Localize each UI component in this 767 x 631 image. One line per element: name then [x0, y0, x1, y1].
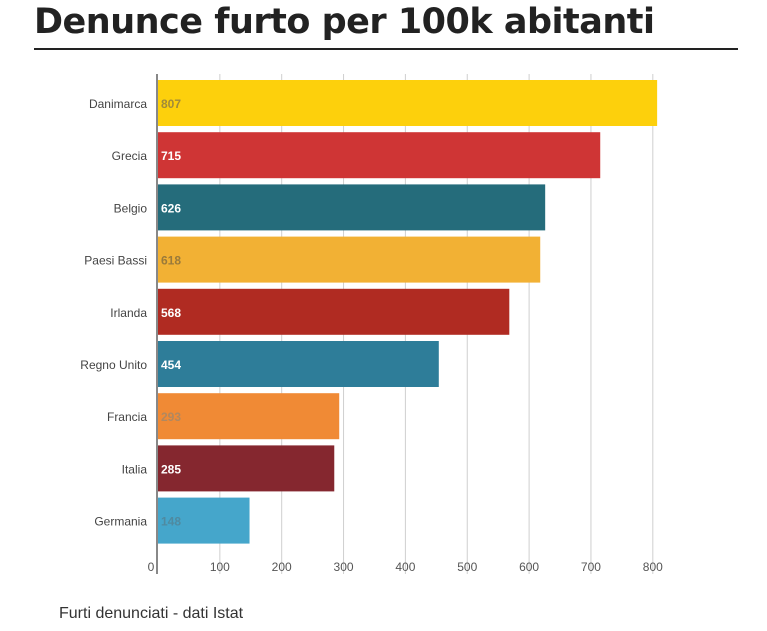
category-label: Francia — [107, 410, 147, 424]
data-labels: 807 715 626 618 568 454 293 285 148 — [161, 97, 181, 529]
x-tick-label: 300 — [334, 560, 354, 574]
bar — [158, 341, 439, 387]
bar — [158, 445, 335, 492]
data-label: 618 — [161, 254, 181, 268]
x-tick-label: 700 — [581, 560, 601, 574]
x-tick-label: 600 — [519, 560, 539, 574]
bar — [158, 497, 250, 544]
data-label: 293 — [161, 410, 181, 424]
x-tick-label: 500 — [457, 560, 477, 574]
data-label: 626 — [161, 201, 181, 215]
bar — [158, 80, 658, 126]
x-tick-label: 200 — [272, 560, 292, 574]
x-tick-label: 800 — [643, 560, 663, 574]
bar — [158, 184, 546, 231]
category-label: Italia — [122, 462, 148, 476]
category-label: Belgio — [114, 201, 148, 215]
bar — [158, 236, 541, 283]
chart-title: Denunce furto per 100k abitanti — [34, 2, 655, 42]
category-label: Regno Unito — [80, 358, 147, 372]
x-tick-label: 0 — [148, 560, 155, 574]
x-tick-label: 100 — [210, 560, 230, 574]
category-labels: Danimarca Grecia Belgio Paesi Bassi Irlanda R… — [80, 97, 147, 529]
bar — [158, 288, 510, 335]
bar — [158, 393, 340, 440]
bars — [158, 80, 658, 544]
data-label: 454 — [161, 358, 181, 372]
bar — [158, 132, 601, 179]
x-tick-label: 400 — [395, 560, 415, 574]
category-label: Danimarca — [89, 97, 147, 111]
title-rule — [34, 48, 738, 50]
data-label: 148 — [161, 515, 181, 529]
bar-chart: 807 715 626 618 568 454 293 285 148 Danimarca Gre… — [80, 74, 663, 574]
category-label: Grecia — [112, 149, 148, 163]
data-label: 568 — [161, 306, 181, 320]
category-label: Irlanda — [110, 306, 147, 320]
category-label: Germania — [94, 515, 147, 529]
data-label: 285 — [161, 462, 181, 476]
data-label: 807 — [161, 97, 181, 111]
category-label: Paesi Bassi — [84, 254, 147, 268]
data-label: 715 — [161, 149, 181, 163]
source-note: Furti denunciati - dati Istat — [59, 605, 244, 622]
x-tick-labels: 0 100 200 300 400 500 600 700 800 — [148, 560, 663, 574]
